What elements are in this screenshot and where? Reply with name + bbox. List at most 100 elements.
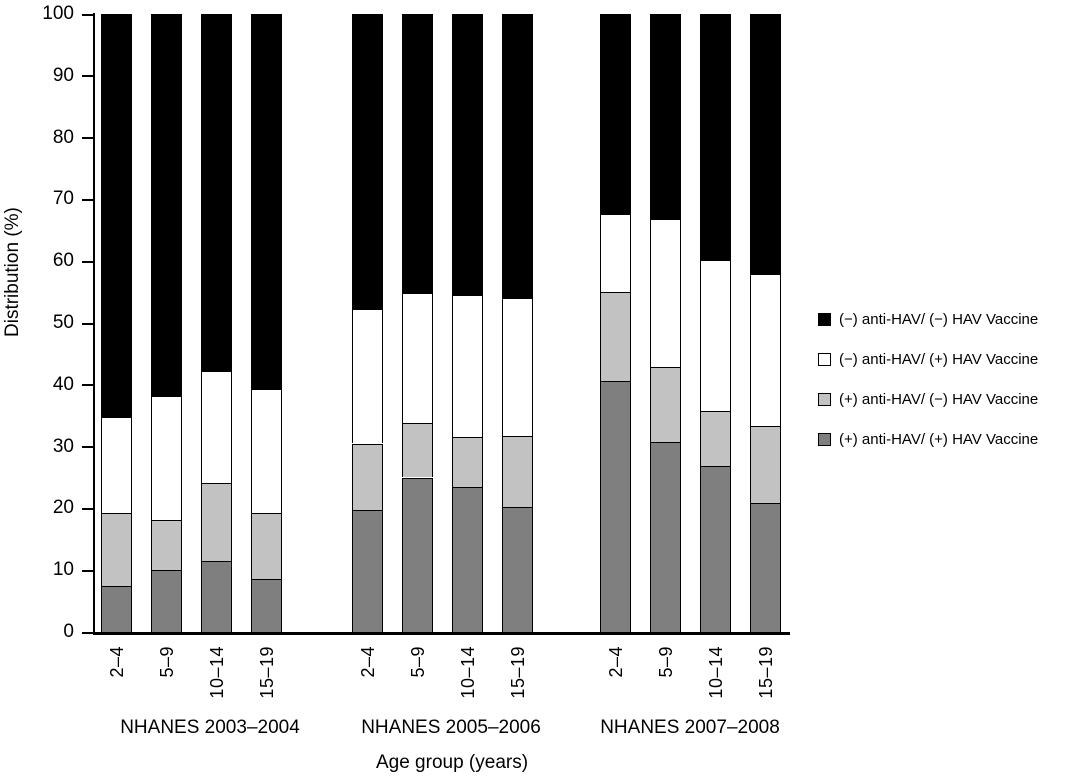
bar-segment xyxy=(452,487,483,632)
x-tick-label: 15–19 xyxy=(507,646,528,699)
x-tick-label: 10–14 xyxy=(206,646,227,699)
legend-swatch xyxy=(818,312,831,326)
y-tick xyxy=(82,446,93,449)
bar-segment xyxy=(101,14,132,417)
x-tick-label: 2–4 xyxy=(357,646,378,678)
y-tick-label: 30 xyxy=(52,435,74,457)
bar-segment xyxy=(352,443,383,510)
bar-segment xyxy=(101,416,132,514)
bar-segment xyxy=(201,560,232,632)
bar-segment xyxy=(600,292,631,382)
bar-segment xyxy=(502,506,533,632)
legend-label: (+) anti-HAV/ (−) HAV Vaccine xyxy=(839,390,1039,408)
x-tick-label: 15–19 xyxy=(256,646,277,699)
y-tick-label: 50 xyxy=(52,312,74,333)
group-label: NHANES 2007–2008 xyxy=(600,717,780,738)
x-tick-label: 5–9 xyxy=(407,646,428,678)
bar-segment xyxy=(352,14,383,310)
bar-segment xyxy=(502,436,533,507)
y-tick-label: 80 xyxy=(52,126,74,148)
bar-segment xyxy=(352,509,383,632)
bar-segment xyxy=(452,295,483,438)
y-tick-label: 70 xyxy=(52,188,74,210)
bar-segment xyxy=(700,410,731,466)
bar-segment xyxy=(600,381,631,632)
y-tick xyxy=(82,631,93,634)
bar-segment xyxy=(750,274,781,427)
y-tick-label: 10 xyxy=(52,559,74,581)
bar-segment xyxy=(402,423,433,478)
legend-item: (+) anti-HAV/ (−) HAV Vaccine xyxy=(818,390,1039,408)
legend-item: (+) anti-HAV/ (+) HAV Vaccine xyxy=(818,430,1039,448)
legend-swatch xyxy=(818,432,831,446)
bar-segment xyxy=(251,512,282,579)
legend-item: (−) anti-HAV/ (+) HAV Vaccine xyxy=(818,350,1039,368)
bar-segment xyxy=(750,14,781,275)
x-axis-line xyxy=(93,632,790,635)
y-tick-label: 40 xyxy=(52,373,74,395)
bar-segment xyxy=(750,426,781,503)
x-axis-title: Age group (years) xyxy=(375,752,529,773)
y-tick xyxy=(82,322,93,325)
bar-segment xyxy=(650,218,681,367)
bar-segment xyxy=(600,14,631,215)
y-tick xyxy=(82,13,93,16)
bar-segment xyxy=(402,477,433,632)
bar-segment xyxy=(101,513,132,586)
y-tick xyxy=(82,198,93,201)
y-tick-label: 0 xyxy=(63,621,74,642)
bar-segment xyxy=(251,578,282,632)
bar-segment xyxy=(700,465,731,632)
x-tick-label: 5–9 xyxy=(156,646,177,678)
bar-segment xyxy=(402,292,433,424)
bar-segment xyxy=(650,366,681,442)
legend-swatch xyxy=(818,392,831,406)
bar-segment xyxy=(201,370,232,484)
bar-segment xyxy=(452,14,483,296)
x-tick-label: 2–4 xyxy=(605,646,626,678)
legend-label: (−) anti-HAV/ (+) HAV Vaccine xyxy=(839,350,1039,368)
y-tick xyxy=(82,260,93,263)
legend-label: (+) anti-HAV/ (+) HAV Vaccine xyxy=(839,430,1039,448)
bar-segment xyxy=(251,388,282,513)
x-tick-label: 10–14 xyxy=(705,646,726,699)
bar-segment xyxy=(700,259,731,411)
legend-swatch xyxy=(818,352,831,366)
bar-segment xyxy=(201,14,232,371)
y-axis-title: Distribution (%) xyxy=(2,207,23,337)
bar-segment xyxy=(352,309,383,444)
bar-segment xyxy=(650,14,681,219)
group-label: NHANES 2003–2004 xyxy=(120,717,300,738)
bar-segment xyxy=(600,214,631,293)
bar-segment xyxy=(700,14,731,260)
x-tick-label: 15–19 xyxy=(755,646,776,699)
bar-segment xyxy=(151,570,182,632)
y-tick-label: 60 xyxy=(52,250,74,272)
y-tick xyxy=(82,75,93,78)
bar-segment xyxy=(251,14,282,389)
bar-segment xyxy=(101,585,132,632)
y-tick-label: 100 xyxy=(42,3,74,24)
group-label: NHANES 2005–2006 xyxy=(361,717,541,738)
y-tick-label: 20 xyxy=(52,497,74,519)
y-tick xyxy=(82,507,93,510)
bar-segment xyxy=(151,14,182,396)
legend-item: (−) anti-HAV/ (−) HAV Vaccine xyxy=(818,310,1039,328)
bar-segment xyxy=(650,441,681,632)
y-tick xyxy=(82,137,93,140)
bar-segment xyxy=(201,483,232,561)
legend-label: (−) anti-HAV/ (−) HAV Vaccine xyxy=(839,310,1039,328)
y-axis-line xyxy=(93,13,95,635)
x-tick-label: 2–4 xyxy=(106,646,127,678)
bar-segment xyxy=(151,519,182,571)
bar-segment xyxy=(502,298,533,437)
bar-segment xyxy=(402,14,433,293)
bar-segment xyxy=(502,14,533,299)
y-tick xyxy=(82,384,93,387)
y-tick xyxy=(82,569,93,572)
y-tick-label: 90 xyxy=(52,64,74,86)
bar-segment xyxy=(452,437,483,488)
x-tick-label: 5–9 xyxy=(655,646,676,678)
x-tick-label: 10–14 xyxy=(457,646,478,699)
